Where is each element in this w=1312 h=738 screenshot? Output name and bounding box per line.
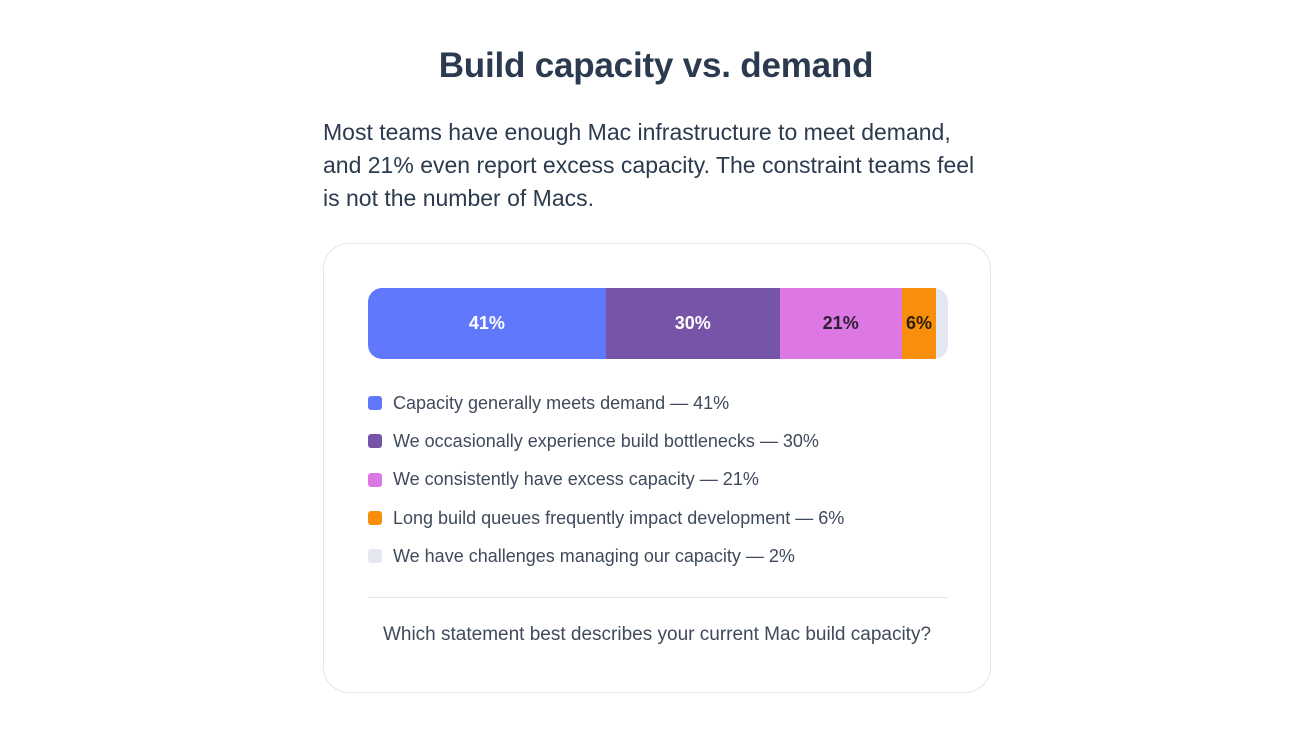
legend-label: Capacity generally meets demand — 41%: [393, 392, 730, 413]
stacked-bar: 41% 30% 21% 6%: [368, 288, 948, 359]
bar-segment: [936, 288, 948, 359]
legend-label: We occasionally experience build bottlen…: [393, 430, 819, 451]
legend-item: Capacity generally meets demand — 41%: [368, 384, 844, 422]
legend-item: Long build queues frequently impact deve…: [368, 499, 844, 537]
legend-swatch: [368, 396, 382, 411]
bar-segment: 41%: [368, 288, 606, 359]
chart-card: 41% 30% 21% 6% Capacity generally meets dem…: [323, 243, 991, 693]
legend-item: We consistently have excess capacity — 2…: [368, 461, 844, 499]
chart-title: Build capacity vs. demand: [438, 46, 874, 85]
legend-item: We occasionally experience build bottlen…: [368, 422, 844, 460]
legend-label: Long build queues frequently impact deve…: [393, 507, 845, 528]
intro-text: Most teams have enough Mac infrastructur…: [323, 119, 975, 211]
legend-swatch: [368, 434, 382, 449]
bar-segment: 30%: [605, 288, 780, 359]
bar-segment: 6%: [901, 288, 937, 359]
bar-segment: 21%: [779, 288, 902, 359]
legend-swatch: [368, 549, 382, 564]
legend-label: We consistently have excess capacity — 2…: [393, 469, 759, 490]
legend-swatch: [368, 511, 382, 526]
legend-label: We have challenges managing our capacity…: [393, 545, 795, 566]
legend-item: We have challenges managing our capacity…: [368, 537, 844, 575]
divider: [368, 597, 948, 598]
legend: Capacity generally meets demand — 41% We …: [368, 384, 844, 575]
survey-question: Which statement best describes your curr…: [382, 624, 932, 645]
legend-swatch: [368, 472, 382, 487]
